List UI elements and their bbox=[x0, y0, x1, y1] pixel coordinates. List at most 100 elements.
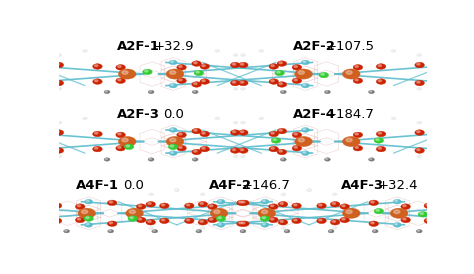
Circle shape bbox=[43, 189, 45, 190]
Circle shape bbox=[128, 216, 137, 221]
Circle shape bbox=[130, 217, 133, 219]
Circle shape bbox=[95, 65, 98, 67]
Circle shape bbox=[57, 54, 62, 56]
Circle shape bbox=[179, 65, 182, 67]
Circle shape bbox=[298, 138, 304, 142]
Circle shape bbox=[16, 149, 25, 155]
Circle shape bbox=[138, 205, 142, 207]
Circle shape bbox=[160, 218, 169, 224]
Circle shape bbox=[210, 218, 213, 220]
Circle shape bbox=[18, 150, 21, 152]
Circle shape bbox=[463, 219, 472, 225]
Circle shape bbox=[238, 201, 242, 203]
Circle shape bbox=[456, 150, 459, 152]
Circle shape bbox=[138, 218, 142, 220]
Circle shape bbox=[303, 84, 306, 86]
Circle shape bbox=[177, 145, 186, 151]
Circle shape bbox=[378, 132, 382, 134]
Circle shape bbox=[319, 204, 322, 206]
Circle shape bbox=[186, 204, 190, 206]
Circle shape bbox=[58, 155, 59, 156]
Circle shape bbox=[217, 199, 225, 204]
Circle shape bbox=[116, 132, 125, 138]
Circle shape bbox=[174, 189, 179, 192]
Circle shape bbox=[129, 210, 136, 213]
Circle shape bbox=[278, 202, 288, 207]
Circle shape bbox=[261, 199, 269, 204]
Circle shape bbox=[260, 50, 262, 51]
Circle shape bbox=[342, 205, 345, 207]
Circle shape bbox=[233, 54, 238, 56]
Circle shape bbox=[126, 208, 143, 218]
Circle shape bbox=[126, 145, 129, 147]
Circle shape bbox=[415, 148, 424, 153]
Circle shape bbox=[95, 147, 98, 149]
Circle shape bbox=[294, 79, 297, 81]
Circle shape bbox=[238, 130, 248, 135]
Circle shape bbox=[169, 83, 177, 88]
Circle shape bbox=[319, 72, 328, 78]
Circle shape bbox=[279, 129, 283, 131]
Circle shape bbox=[325, 90, 330, 94]
Circle shape bbox=[146, 219, 155, 225]
Circle shape bbox=[169, 60, 177, 65]
Circle shape bbox=[292, 78, 301, 84]
Circle shape bbox=[346, 138, 352, 142]
Circle shape bbox=[200, 131, 210, 137]
Circle shape bbox=[200, 227, 205, 229]
Circle shape bbox=[275, 70, 284, 76]
Circle shape bbox=[333, 227, 335, 228]
Circle shape bbox=[415, 80, 424, 86]
Circle shape bbox=[86, 200, 89, 202]
Circle shape bbox=[192, 90, 198, 94]
Circle shape bbox=[56, 81, 59, 83]
Circle shape bbox=[393, 199, 401, 204]
Circle shape bbox=[456, 83, 459, 85]
Circle shape bbox=[200, 193, 205, 196]
Circle shape bbox=[240, 63, 244, 65]
Circle shape bbox=[218, 217, 221, 219]
Circle shape bbox=[216, 216, 226, 221]
Circle shape bbox=[200, 202, 203, 204]
Circle shape bbox=[95, 80, 98, 82]
Circle shape bbox=[16, 128, 25, 134]
Circle shape bbox=[192, 149, 201, 155]
Circle shape bbox=[271, 147, 274, 149]
Circle shape bbox=[284, 230, 290, 233]
Circle shape bbox=[263, 200, 265, 202]
Circle shape bbox=[200, 221, 203, 222]
Circle shape bbox=[240, 131, 244, 133]
Circle shape bbox=[208, 204, 217, 209]
Circle shape bbox=[192, 128, 201, 134]
Circle shape bbox=[192, 158, 198, 161]
Text: A4F-3: A4F-3 bbox=[341, 179, 384, 192]
Circle shape bbox=[148, 221, 151, 222]
Circle shape bbox=[282, 91, 283, 92]
Circle shape bbox=[376, 209, 379, 211]
Circle shape bbox=[301, 83, 310, 88]
Circle shape bbox=[104, 90, 110, 94]
Text: A2F-1: A2F-1 bbox=[117, 40, 160, 53]
Circle shape bbox=[150, 193, 151, 194]
Circle shape bbox=[149, 193, 154, 196]
Circle shape bbox=[241, 87, 245, 90]
Circle shape bbox=[184, 218, 194, 224]
Circle shape bbox=[426, 204, 429, 206]
Circle shape bbox=[118, 69, 136, 79]
Circle shape bbox=[105, 158, 107, 159]
Circle shape bbox=[369, 158, 374, 161]
Circle shape bbox=[146, 202, 155, 207]
Circle shape bbox=[343, 69, 360, 79]
Circle shape bbox=[192, 61, 201, 66]
Circle shape bbox=[75, 204, 85, 209]
Circle shape bbox=[294, 133, 297, 135]
Circle shape bbox=[376, 79, 386, 84]
Circle shape bbox=[216, 50, 218, 51]
Circle shape bbox=[465, 202, 468, 204]
Circle shape bbox=[258, 208, 275, 218]
Circle shape bbox=[208, 217, 217, 223]
Circle shape bbox=[148, 158, 154, 161]
Circle shape bbox=[237, 200, 246, 206]
Circle shape bbox=[118, 79, 121, 81]
Circle shape bbox=[280, 202, 283, 204]
